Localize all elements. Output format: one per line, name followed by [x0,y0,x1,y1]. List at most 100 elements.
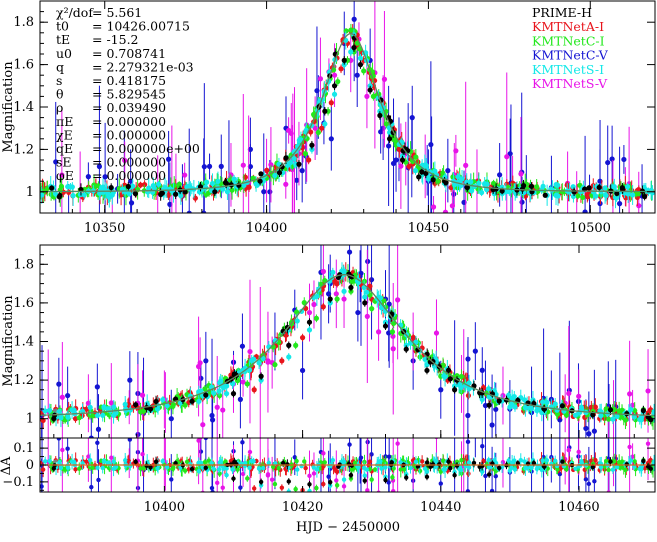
data-point [378,305,385,311]
data-point [196,189,203,195]
data-point [311,301,317,308]
data-point [280,460,286,466]
data-point [390,475,395,480]
data-point [378,458,383,464]
data-point [261,189,267,195]
data-point [51,416,57,422]
data-point [341,477,347,482]
data-point [335,78,341,85]
bottom-panel: 1 1.2 1.4 1.6 1.8 [13,245,655,439]
x-axis-label: HJD − 2450000 [296,520,400,535]
bottom-x-tick-label: 10440 [420,500,461,515]
data-point [211,390,217,396]
data-point [272,337,279,344]
data-point [419,169,425,175]
data-point [432,168,438,174]
data-point [42,459,48,464]
y-tick-label: 1 [26,412,34,427]
data-point [590,412,596,418]
data-point [314,485,319,491]
data-point [200,490,205,492]
data-point [409,115,415,121]
data-point [100,465,105,471]
data-point [651,460,655,466]
data-point [553,458,558,463]
data-point [95,426,102,432]
data-point [579,406,585,412]
data-point [575,193,581,199]
data-point [480,469,485,474]
data-point [47,407,53,413]
data-point [234,462,239,467]
data-point [582,186,588,192]
data-point [632,464,637,469]
data-point [202,386,208,392]
top-x-tick-label: 10400 [246,221,287,236]
data-point [158,191,164,198]
y-tick-label: 1.6 [13,296,34,311]
data-point [479,396,485,402]
data-point [171,182,177,188]
data-point [294,458,299,464]
data-point [77,192,84,198]
data-point [402,467,407,472]
data-point [442,467,448,472]
data-point [590,464,596,470]
data-point [464,179,470,185]
data-point [201,164,207,170]
top-x-tick-label: 10500 [570,221,611,236]
data-point [321,481,326,487]
data-point [367,283,373,289]
data-point [328,479,333,485]
data-point [621,156,627,163]
data-point [364,467,370,472]
data-point [202,459,208,465]
series-prime-h [49,33,648,203]
data-point [314,467,320,472]
data-point [375,329,382,335]
data-point [369,452,374,457]
data-point [357,55,364,61]
data-point [386,454,392,459]
data-point [490,180,497,186]
data-point [244,381,250,387]
data-point [209,180,216,187]
data-point [347,442,352,447]
data-point [583,477,589,482]
data-point [386,301,392,307]
data-point [364,289,370,295]
data-point [311,464,316,470]
data-point [141,181,148,188]
data-point [518,171,524,177]
data-point [256,360,262,366]
data-point [127,377,133,383]
parameter-line: qE = 0.000000e+00 [56,141,200,156]
data-point [240,162,246,168]
data-point [608,459,613,464]
parameter-line: s = 0.418175 [56,73,166,88]
data-point [125,183,131,190]
data-point [85,174,91,180]
data-point [322,460,327,465]
data-point [422,162,428,168]
data-point [390,333,396,339]
data-point [435,178,441,184]
data-point [445,367,452,373]
data-point [182,172,188,178]
data-point [555,193,561,199]
data-point [220,186,226,192]
data-point [272,362,278,368]
data-point [361,68,367,74]
data-point [362,300,368,306]
data-point [465,412,471,419]
data-point [40,467,46,472]
data-point [317,76,324,82]
data-point [65,465,71,470]
data-point [506,392,512,398]
data-point [268,162,274,168]
data-point [216,388,222,394]
data-point [90,413,96,419]
data-point [346,249,353,255]
bottom-y-axis-label: Magnification [1,295,16,387]
